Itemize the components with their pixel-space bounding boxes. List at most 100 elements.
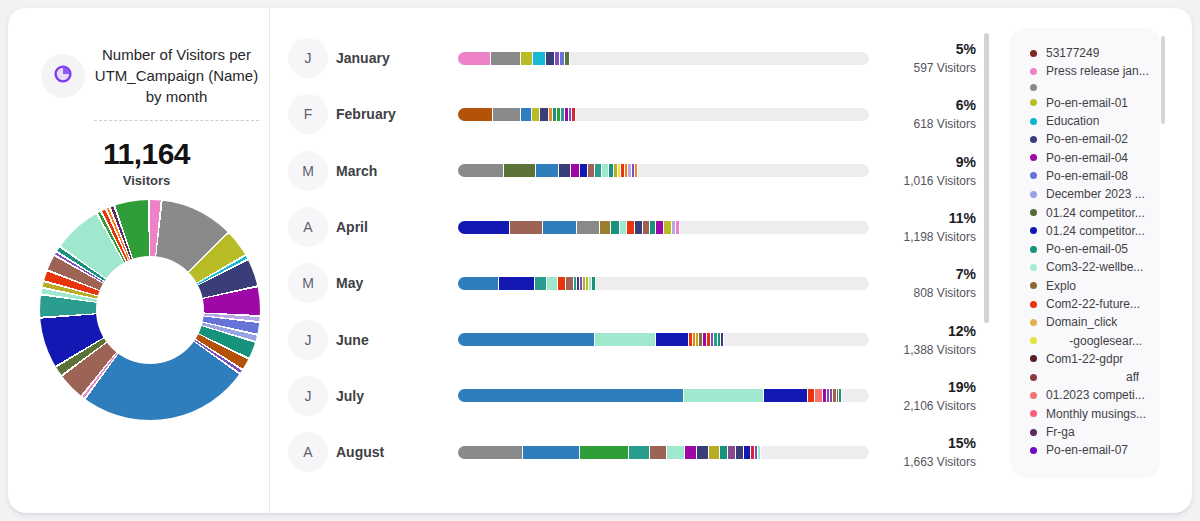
- legend-item[interactable]: Domain_click: [1030, 313, 1154, 331]
- bar-segment[interactable]: [504, 164, 536, 177]
- legend-item[interactable]: Po-en-email-04: [1030, 148, 1154, 166]
- bar-segment[interactable]: [510, 221, 543, 234]
- legend-item[interactable]: 53177249: [1030, 44, 1154, 62]
- bar-segment[interactable]: [588, 164, 595, 177]
- bar-segment[interactable]: [493, 108, 521, 121]
- legend-item[interactable]: Po-en-email-05: [1030, 240, 1154, 258]
- bar-segment[interactable]: [808, 389, 815, 402]
- bar-segment[interactable]: [643, 221, 650, 234]
- legend-item[interactable]: 01.24 competitor...: [1030, 222, 1154, 240]
- bar-segment[interactable]: [611, 221, 620, 234]
- legend-item[interactable]: [1030, 81, 1154, 94]
- legend-scrollbar[interactable]: [1161, 36, 1165, 124]
- legend-label: aff: [1046, 370, 1139, 384]
- bar-segment[interactable]: [595, 333, 656, 346]
- legend-item[interactable]: Fr-ga: [1030, 423, 1154, 441]
- legend-item[interactable]: Com2-22-future...: [1030, 295, 1154, 313]
- bar-segment[interactable]: [536, 164, 559, 177]
- bar-segment[interactable]: [580, 164, 588, 177]
- bar-segment[interactable]: [458, 389, 684, 402]
- bar-segment[interactable]: [685, 446, 697, 459]
- bar-segment[interactable]: [523, 446, 580, 459]
- bar-segment[interactable]: [627, 221, 635, 234]
- bar-segment[interactable]: [709, 446, 720, 459]
- legend-item[interactable]: aff: [1030, 368, 1154, 386]
- legend-item[interactable]: Press release jan...: [1030, 62, 1154, 80]
- bar-segment[interactable]: [720, 446, 728, 459]
- bar-segment[interactable]: [521, 52, 533, 65]
- bar-segment[interactable]: [629, 446, 650, 459]
- bar-segment[interactable]: [458, 52, 491, 65]
- bar-segment[interactable]: [721, 333, 724, 346]
- bar-segment[interactable]: [684, 389, 764, 402]
- bar-segment[interactable]: [458, 277, 499, 290]
- bar-segment[interactable]: [458, 446, 523, 459]
- legend-item[interactable]: Po-en-email-02: [1030, 130, 1154, 148]
- bar-segment[interactable]: [620, 221, 627, 234]
- bar-segment[interactable]: [744, 446, 751, 459]
- bar-segment[interactable]: [600, 221, 611, 234]
- bar-segment[interactable]: [580, 446, 629, 459]
- bar-segment[interactable]: [558, 277, 566, 290]
- bar-segment[interactable]: [491, 52, 521, 65]
- bar-segment[interactable]: [458, 164, 504, 177]
- bar-segment[interactable]: [656, 333, 689, 346]
- legend-dot: [1030, 68, 1037, 75]
- legend-item[interactable]: -googlesear...: [1030, 331, 1154, 349]
- month-percent: 7%: [869, 266, 976, 282]
- stacked-bar-track: [458, 333, 869, 346]
- legend-item[interactable]: Education: [1030, 112, 1154, 130]
- legend-item[interactable]: Explo: [1030, 277, 1154, 295]
- bar-segment[interactable]: [566, 277, 574, 290]
- bar-segment[interactable]: [635, 164, 638, 177]
- bar-segment[interactable]: [676, 221, 680, 234]
- bar-segment[interactable]: [815, 389, 823, 402]
- legend-item[interactable]: Po-en-email-08: [1030, 167, 1154, 185]
- bar-segment[interactable]: [547, 277, 558, 290]
- bar-segment[interactable]: [656, 221, 664, 234]
- bar-segment[interactable]: [565, 52, 570, 65]
- bar-segment[interactable]: [572, 108, 576, 121]
- bar-segment[interactable]: [592, 277, 596, 290]
- legend-item[interactable]: Monthly musings...: [1030, 405, 1154, 423]
- legend-item[interactable]: 01.2023 competi...: [1030, 386, 1154, 404]
- bar-segment[interactable]: [559, 164, 571, 177]
- bar-segment[interactable]: [758, 446, 761, 459]
- legend-item[interactable]: Com3-22-wellbe...: [1030, 258, 1154, 276]
- month-initial: M: [302, 163, 314, 179]
- bar-segment[interactable]: [595, 164, 602, 177]
- months-scrollbar[interactable]: [984, 33, 989, 323]
- bar-segment[interactable]: [728, 446, 736, 459]
- legend-item[interactable]: Po-en-email-07: [1030, 441, 1154, 459]
- bar-segment[interactable]: [543, 221, 577, 234]
- bar-segment[interactable]: [764, 389, 808, 402]
- bar-segment[interactable]: [458, 221, 510, 234]
- bar-segment[interactable]: [602, 164, 609, 177]
- bar-segment[interactable]: [664, 221, 672, 234]
- bar-segment[interactable]: [577, 221, 600, 234]
- bar-segment[interactable]: [499, 277, 535, 290]
- bar-segment[interactable]: [540, 108, 549, 121]
- bar-segment[interactable]: [839, 389, 842, 402]
- legend-dot: [1030, 355, 1037, 362]
- legend-item[interactable]: 01.24 competitor...: [1030, 203, 1154, 221]
- bar-segment[interactable]: [697, 446, 709, 459]
- bar-segment[interactable]: [458, 108, 493, 121]
- legend-item[interactable]: Po-en-email-01: [1030, 94, 1154, 112]
- bar-segment[interactable]: [532, 108, 540, 121]
- bar-segment[interactable]: [535, 277, 547, 290]
- bar-segment[interactable]: [635, 221, 643, 234]
- bar-segment[interactable]: [458, 333, 595, 346]
- bar-segment[interactable]: [650, 446, 667, 459]
- legend-dot: [1030, 410, 1037, 417]
- donut-chart[interactable]: [40, 200, 260, 420]
- legend-item[interactable]: December 2023 ...: [1030, 185, 1154, 203]
- legend-item[interactable]: Com1-22-gdpr: [1030, 350, 1154, 368]
- bar-segment[interactable]: [736, 446, 744, 459]
- legend-label: December 2023 ...: [1046, 187, 1145, 201]
- bar-segment[interactable]: [521, 108, 532, 121]
- bar-segment[interactable]: [571, 164, 580, 177]
- bar-segment[interactable]: [546, 52, 555, 65]
- bar-segment[interactable]: [667, 446, 685, 459]
- bar-segment[interactable]: [533, 52, 546, 65]
